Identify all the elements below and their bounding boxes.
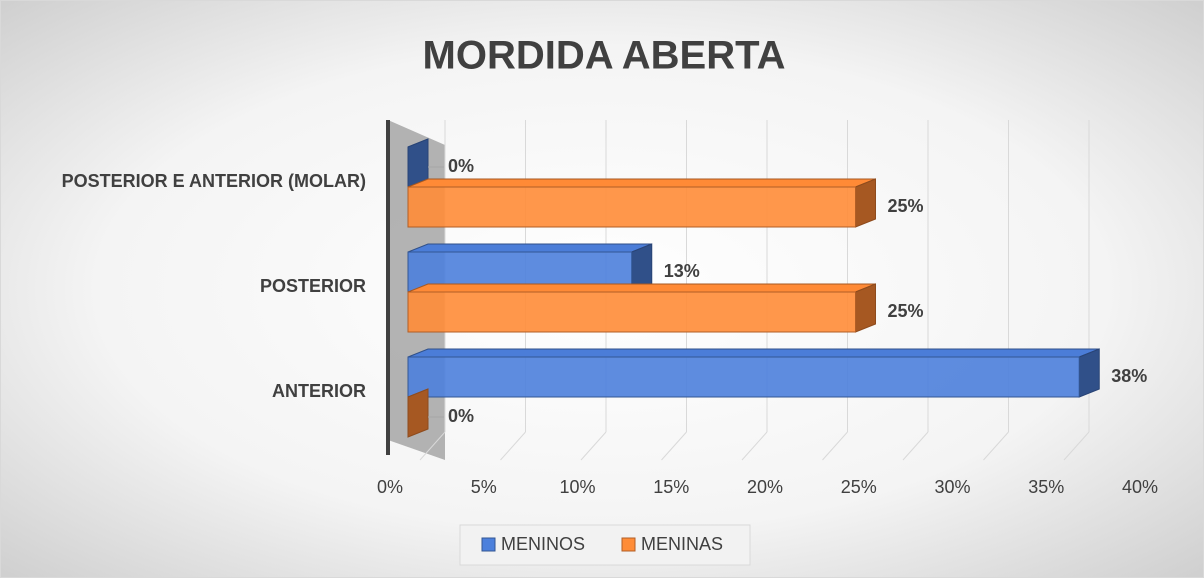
- x-tick-label: 0%: [377, 477, 403, 497]
- bar: [407, 291, 856, 333]
- x-tick-label: 15%: [653, 477, 689, 497]
- bar-top: [407, 283, 876, 293]
- legend-box: [459, 524, 751, 566]
- grid-line: [419, 431, 446, 461]
- grid-line: [500, 431, 526, 461]
- grid-line: [741, 431, 768, 461]
- bar-side: [1078, 348, 1100, 398]
- grid-line: [1063, 431, 1090, 461]
- data-label: 13%: [664, 261, 700, 281]
- data-label: 25%: [888, 301, 924, 321]
- data-label: 25%: [888, 196, 924, 216]
- bar-top: [407, 178, 876, 188]
- bar-side: [855, 283, 876, 333]
- x-tick-label: 20%: [747, 477, 783, 497]
- y-tick-label: POSTERIOR E ANTERIOR (MOLAR): [62, 171, 366, 191]
- grid-line: [822, 431, 848, 461]
- grid-line: [661, 431, 687, 461]
- bar-side: [407, 388, 429, 438]
- x-tick-label: 25%: [841, 477, 877, 497]
- grid-line: [580, 431, 607, 461]
- chart-title: MORDIDA ABERTA: [423, 34, 786, 78]
- bar-top: [407, 348, 1100, 358]
- legend-label: MENINAS: [641, 534, 723, 554]
- data-label: 0%: [448, 406, 474, 426]
- bar-side: [855, 178, 876, 228]
- bar: [407, 356, 1080, 398]
- grid-line: [983, 431, 1009, 461]
- x-tick-label: 40%: [1122, 477, 1158, 497]
- bar: [407, 186, 856, 228]
- x-tick-label: 35%: [1028, 477, 1064, 497]
- grid-line: [902, 431, 929, 461]
- legend-label: MENINOS: [501, 534, 585, 554]
- legend-swatch: [481, 537, 496, 552]
- bar-top: [407, 243, 652, 253]
- y-tick-label: ANTERIOR: [272, 381, 366, 401]
- legend-swatch: [621, 537, 636, 552]
- y-tick-label: POSTERIOR: [260, 276, 366, 296]
- data-label: 0%: [448, 156, 474, 176]
- data-label: 38%: [1111, 366, 1147, 386]
- x-tick-label: 10%: [559, 477, 595, 497]
- x-tick-label: 30%: [934, 477, 970, 497]
- x-tick-label: 5%: [471, 477, 497, 497]
